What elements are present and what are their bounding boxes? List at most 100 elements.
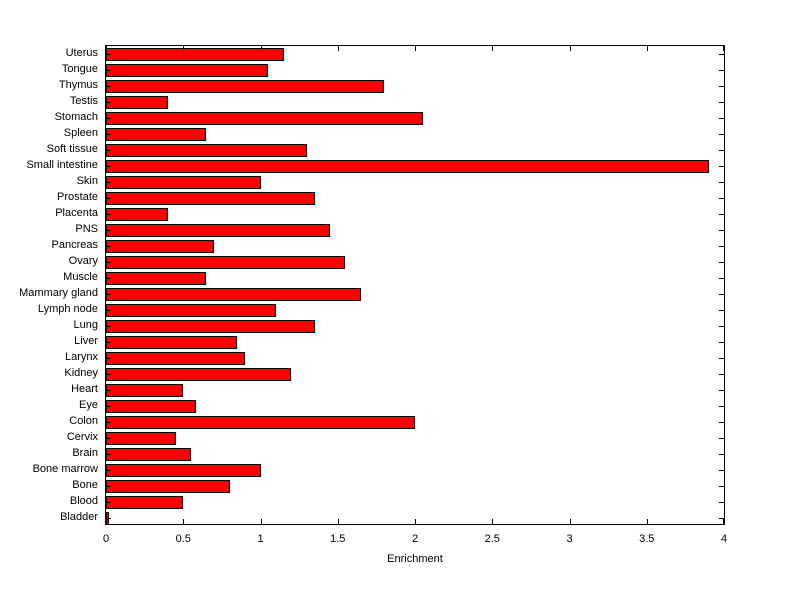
bar	[106, 367, 292, 381]
y-tick	[719, 53, 724, 55]
bar	[106, 191, 315, 205]
y-tick	[106, 501, 111, 503]
y-tick	[106, 277, 111, 279]
y-tick-label: Lung	[73, 319, 98, 331]
bar	[106, 223, 331, 237]
y-tick	[106, 309, 111, 311]
bar	[106, 111, 423, 125]
x-tick	[183, 519, 185, 524]
x-tick	[569, 46, 571, 51]
x-tick-label: 2.5	[484, 533, 500, 545]
plot-area	[105, 45, 725, 525]
y-tick-label: Colon	[69, 415, 98, 427]
y-tick	[106, 133, 111, 135]
x-tick	[337, 46, 339, 51]
y-tick	[106, 373, 111, 375]
x-tick	[646, 519, 648, 524]
y-tick	[719, 69, 724, 71]
y-tick-label: Bone marrow	[32, 463, 98, 475]
x-tick	[492, 519, 494, 524]
bar	[106, 207, 168, 221]
x-tick	[337, 519, 339, 524]
bar	[106, 95, 168, 109]
y-tick-label: Liver	[74, 335, 98, 347]
x-tick-label: 3.5	[639, 533, 655, 545]
y-tick	[106, 229, 111, 231]
bar	[106, 79, 385, 93]
y-tick-label: Lymph node	[37, 303, 98, 315]
bar	[106, 383, 184, 397]
y-tick	[106, 181, 111, 183]
y-tick	[719, 485, 724, 487]
y-tick	[719, 453, 724, 455]
x-tick	[260, 46, 262, 51]
x-tick	[415, 519, 416, 524]
bar	[106, 303, 276, 317]
y-tick	[106, 69, 111, 71]
x-tick	[106, 519, 107, 524]
y-tick	[106, 517, 111, 519]
y-tick	[719, 149, 724, 151]
y-tick	[106, 453, 111, 455]
y-tick-label: Brain	[72, 447, 98, 459]
y-tick	[106, 261, 111, 263]
y-tick-label: Cervix	[66, 431, 98, 443]
y-tick	[719, 517, 724, 519]
bar	[106, 255, 346, 269]
y-tick	[719, 501, 724, 503]
x-tick	[723, 519, 724, 524]
x-tick	[569, 519, 571, 524]
y-tick-label: Small intestine	[26, 159, 98, 171]
bar	[106, 319, 315, 333]
y-tick-label: Stomach	[54, 111, 98, 123]
y-tick	[719, 117, 724, 119]
y-tick-label: Pancreas	[51, 239, 98, 251]
y-tick-label: Eye	[79, 399, 98, 411]
y-tick	[106, 325, 111, 327]
y-tick-label: Soft tissue	[46, 143, 98, 155]
y-tick	[106, 437, 111, 439]
bar	[106, 239, 215, 253]
x-tick-label: 0.5	[175, 533, 191, 545]
y-tick	[719, 245, 724, 247]
y-tick	[719, 341, 724, 343]
y-tick	[719, 421, 724, 423]
y-tick-label: Ovary	[68, 255, 98, 267]
bar	[106, 175, 261, 189]
x-axis-label: Enrichment	[387, 553, 443, 565]
y-tick	[719, 373, 724, 375]
y-tick	[719, 229, 724, 231]
x-tick-label: 0	[102, 533, 110, 545]
bar	[106, 431, 176, 445]
y-tick-label: Testis	[69, 95, 98, 107]
bar	[106, 47, 284, 61]
y-tick-label: Skin	[76, 175, 98, 187]
y-tick-label: Heart	[71, 383, 98, 395]
x-tick-label: 1	[257, 533, 264, 545]
y-tick-label: Placenta	[55, 207, 98, 219]
y-tick	[719, 469, 724, 471]
y-tick-label: Tongue	[61, 63, 98, 75]
y-tick	[719, 165, 724, 167]
y-tick	[106, 485, 111, 487]
bar	[106, 287, 361, 301]
y-tick	[719, 277, 724, 279]
y-tick-label: Blood	[69, 495, 98, 507]
y-tick	[719, 101, 724, 103]
y-tick-label: Mammary gland	[19, 287, 98, 299]
y-tick	[106, 405, 111, 407]
y-tick	[719, 85, 724, 87]
y-tick	[106, 165, 111, 167]
bar	[106, 399, 196, 413]
bar	[106, 127, 207, 141]
y-tick	[106, 197, 111, 199]
y-tick	[719, 293, 724, 295]
y-tick	[719, 357, 724, 359]
x-tick	[492, 46, 494, 51]
bar	[106, 495, 184, 509]
bar	[106, 335, 238, 349]
bar	[106, 463, 261, 477]
y-tick	[106, 389, 111, 391]
y-tick	[719, 325, 724, 327]
bar	[106, 415, 415, 429]
